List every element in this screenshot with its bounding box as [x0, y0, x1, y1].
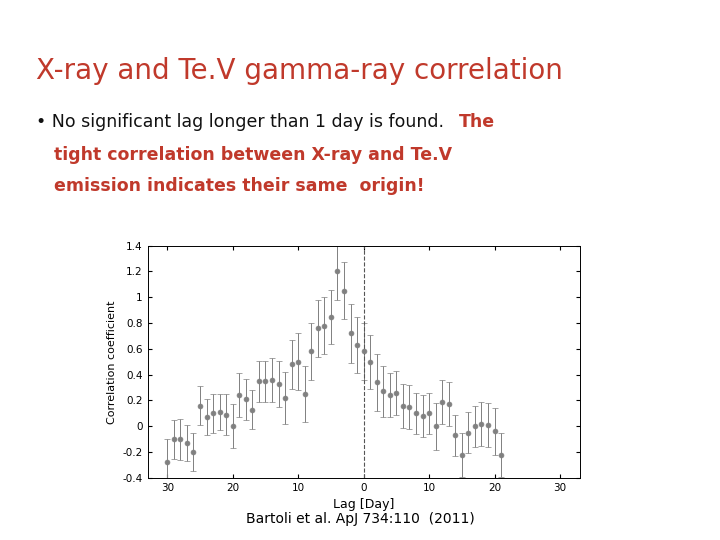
Text: The: The	[459, 113, 495, 131]
Text: emission indicates their same  origin!: emission indicates their same origin!	[54, 177, 425, 195]
X-axis label: Lag [Day]: Lag [Day]	[333, 498, 395, 511]
Text: Bartoli et al. ApJ 734:110  (2011): Bartoli et al. ApJ 734:110 (2011)	[246, 512, 474, 526]
Text: X-ray and Te.V gamma-ray correlation: X-ray and Te.V gamma-ray correlation	[36, 57, 563, 85]
Y-axis label: Correlation coefficient: Correlation coefficient	[107, 300, 117, 423]
Text: • No significant lag longer than 1 day is found.: • No significant lag longer than 1 day i…	[36, 113, 455, 131]
Text: tight correlation between X-ray and Te.V: tight correlation between X-ray and Te.V	[54, 146, 452, 164]
